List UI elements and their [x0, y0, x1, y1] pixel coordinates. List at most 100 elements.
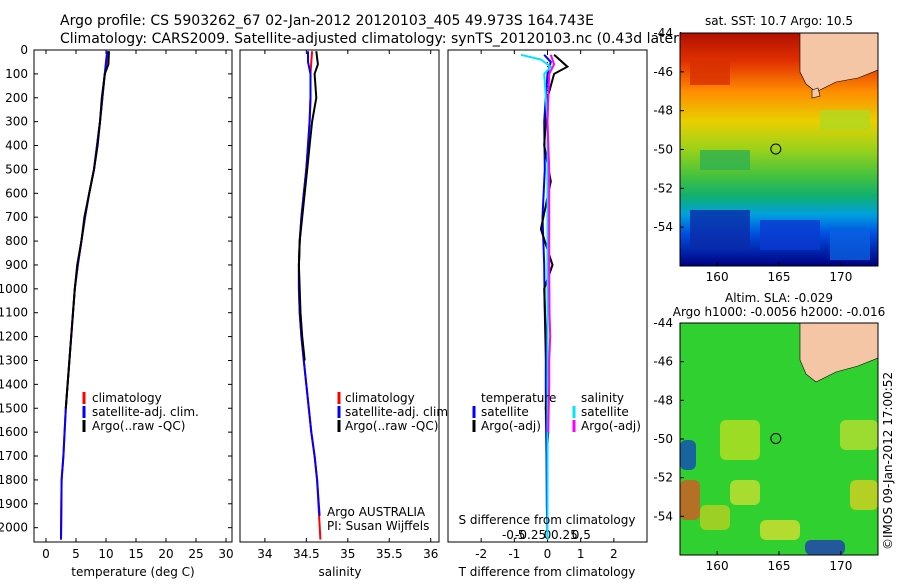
depth-tick-label: 1200 — [0, 330, 28, 344]
x-tick-label: 2 — [610, 547, 618, 561]
sst-patch — [830, 230, 870, 260]
sla-patch — [760, 520, 800, 540]
sla-patch — [680, 440, 696, 470]
map-x-tick-label: 165 — [768, 270, 791, 284]
sst-patch — [690, 210, 750, 250]
x-tick-label: 34.5 — [293, 547, 320, 561]
legend-label-climatology: climatology — [345, 391, 415, 405]
salinity-panel: 34 34.5 35 35.5 36 salinity climatology sate… — [239, 49, 452, 579]
map-x-tick-label: 170 — [829, 559, 852, 573]
imos-credit: ©IMOS 09-Jan-2012 17:00:52 — [881, 372, 895, 550]
depth-tick-label: 1700 — [0, 449, 28, 463]
legend-label-satellite: satellite-adj. clim. — [345, 405, 452, 419]
sla-field-patches — [680, 420, 878, 555]
series-line-argo-raw-qc- — [297, 51, 319, 361]
legend-label-t-argo: Argo(-adj) — [481, 419, 541, 433]
depth-tick-label: 600 — [5, 186, 28, 200]
x-tick-label: 34 — [257, 547, 272, 561]
legend-title-temperature: temperature — [481, 391, 556, 405]
depth-tick-label: 1400 — [0, 377, 28, 391]
t-difference-xlabel: T difference from climatology — [458, 565, 636, 579]
map-x-tick-label: 160 — [706, 270, 729, 284]
legend-label-climatology: climatology — [92, 391, 162, 405]
sla-map: Altim. SLA: -0.029 Argo h1000: -0.0056 h… — [653, 291, 885, 573]
map-x-tick-label: 165 — [768, 559, 791, 573]
top-tick-label: 0.5 — [572, 528, 591, 542]
series-line-s-satellite — [520, 53, 553, 540]
map-y-tick-label: -54 — [653, 509, 673, 523]
map-y-tick-label: -50 — [653, 432, 673, 446]
series-line-argo-raw-qc- — [64, 51, 110, 409]
sla-patch — [850, 480, 878, 510]
x-tick-label: 35.5 — [376, 547, 403, 561]
temperature-x-axis: 0 5 10 15 20 25 30 — [42, 50, 234, 561]
sla-patch — [680, 480, 700, 520]
depth-tick-label: 1800 — [0, 473, 28, 487]
salinity-lines — [297, 51, 322, 540]
depth-tick-label: 500 — [5, 162, 28, 176]
x-tick-label: 25 — [188, 547, 203, 561]
temperature-axes-frame — [33, 49, 233, 543]
sla-map-title: Altim. SLA: -0.029 — [725, 291, 833, 305]
top-tick-label: 0.25 — [551, 528, 578, 542]
s-difference-top-axis: -0.5-0.2500.250.5 — [502, 528, 591, 542]
map-y-tick-label: -54 — [653, 220, 673, 234]
x-tick-label: 0 — [544, 547, 552, 561]
depth-tick-label: 100 — [5, 67, 28, 81]
legend-title-salinity: salinity — [581, 391, 624, 405]
sst-patch — [760, 220, 820, 250]
map-y-tick-label: -48 — [653, 104, 673, 118]
x-tick-label: 10 — [98, 547, 113, 561]
depth-tick-label: 300 — [5, 115, 28, 129]
map-y-tick-label: -52 — [653, 181, 673, 195]
stewart-island-land — [811, 87, 821, 99]
sst-patch — [700, 150, 750, 170]
difference-lines — [520, 50, 570, 542]
temperature-xlabel: temperature (deg C) — [71, 565, 194, 579]
s-difference-title: S difference from climatology — [459, 513, 636, 527]
sst-map-axes: 160 165 170 -44 -46 -48 -50 -52 -54 — [653, 26, 852, 284]
difference-panel: -2 -1 0 1 2 -0.5-0.25 0 0.250.5 S difference f… — [447, 49, 648, 579]
x-tick-label: 30 — [218, 547, 233, 561]
series-line-s-argo-adj- — [546, 54, 556, 433]
legend-label-satellite: satellite-adj. clim. — [92, 405, 199, 419]
map-y-tick-label: -50 — [653, 143, 673, 157]
x-tick-label: 1 — [577, 547, 585, 561]
header-line2: Climatology: CARS2009. Satellite-adjuste… — [60, 31, 684, 47]
depth-tick-label: 1500 — [0, 401, 28, 415]
x-tick-label: 5 — [72, 547, 80, 561]
depth-tick-label: 1600 — [0, 425, 28, 439]
salinity-axes-frame — [239, 49, 440, 543]
sla-patch — [700, 505, 730, 530]
sla-patch — [720, 420, 760, 460]
difference-legend: temperature satellite Argo(-adj) salinit… — [472, 391, 641, 433]
temperature-lines — [60, 51, 110, 540]
sla-map-subtitle: Argo h1000: -0.0056 h2000: -0.016 — [673, 305, 886, 319]
profile-location-marker — [770, 143, 782, 155]
depth-tick-label: 0 — [20, 43, 28, 57]
x-tick-label: 35 — [340, 547, 355, 561]
sla-patch — [840, 420, 878, 450]
sst-field-patches — [690, 60, 870, 260]
legend-label-t-satellite: satellite — [481, 405, 529, 419]
profile-location-marker — [770, 432, 782, 444]
sst-patch — [820, 110, 870, 130]
depth-tick-label: 1000 — [0, 282, 28, 296]
map-y-tick-label: -46 — [653, 65, 673, 79]
x-tick-label: 36 — [423, 547, 438, 561]
legend-label-s-argo: Argo(-adj) — [581, 419, 641, 433]
map-y-tick-label: -46 — [653, 355, 673, 369]
map-x-tick-label: 170 — [829, 270, 852, 284]
legend-label-argo: Argo(..raw -QC) — [92, 419, 185, 433]
depth-tick-label: 1100 — [0, 306, 28, 320]
map-y-tick-label: -52 — [653, 471, 673, 485]
sla-patch — [805, 540, 845, 555]
top-tick-label: -0.5 — [502, 528, 525, 542]
sst-patch — [690, 60, 730, 85]
sst-map: sat. SST: 10.7 Argo: 10.5 160 165 170 -44 -4… — [653, 14, 879, 284]
depth-tick-label: 1900 — [0, 497, 28, 511]
x-tick-label: 0 — [42, 547, 50, 561]
salinity-x-axis: 34 34.5 35 35.5 36 — [257, 50, 438, 561]
sla-map-axes: 160 165 170 -44 -46 -48 -50 -52 -54 — [653, 316, 852, 573]
